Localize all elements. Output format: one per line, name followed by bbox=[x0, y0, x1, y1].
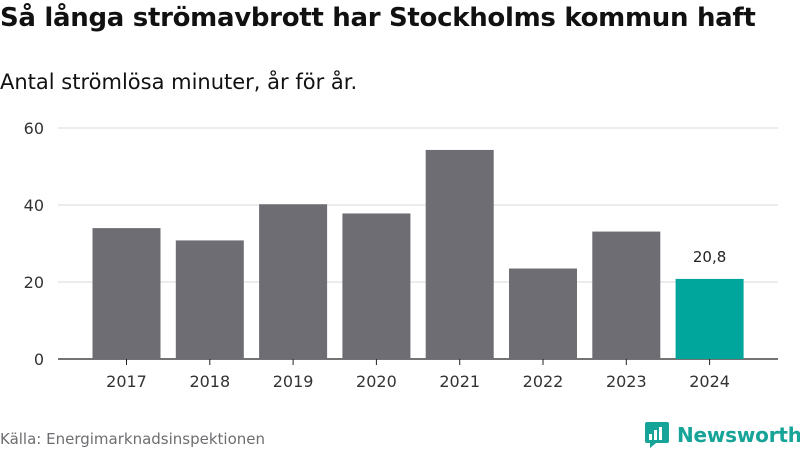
x-axis-ticks: 2017 2018 2019 2020 2021 2022 2023 2024 bbox=[106, 359, 730, 391]
bar-2021 bbox=[425, 149, 494, 359]
bar-2017 bbox=[92, 228, 161, 359]
bar-chart: 0 20 40 60 2017 2018 2019 2020 2021 2022 2023 2024… bbox=[24, 119, 778, 391]
x-tick-label: 2020 bbox=[356, 372, 397, 391]
x-tick-label: 2018 bbox=[189, 372, 230, 391]
gridlines bbox=[58, 127, 778, 360]
bar-2019 bbox=[259, 204, 328, 359]
bar-2024 bbox=[675, 278, 744, 359]
y-tick-label: 20 bbox=[24, 273, 44, 292]
y-axis-ticks: 0 20 40 60 bbox=[24, 119, 44, 369]
x-tick-label: 2021 bbox=[439, 372, 480, 391]
chart-title: Så långa strömavbrott har Stockholms kom… bbox=[0, 3, 756, 33]
bar-2018 bbox=[175, 240, 244, 359]
newsworthy-logo-icon bbox=[645, 422, 669, 448]
x-tick-label: 2024 bbox=[689, 372, 730, 391]
x-tick-label: 2022 bbox=[523, 372, 564, 391]
x-tick-label: 2017 bbox=[106, 372, 147, 391]
x-tick-label: 2023 bbox=[606, 372, 647, 391]
chart-subtitle: Antal strömlösa minuter, år för år. bbox=[0, 70, 358, 94]
brand-logo: Newsworthy bbox=[644, 420, 800, 450]
bars bbox=[92, 149, 744, 359]
x-tick-label: 2019 bbox=[273, 372, 314, 391]
data-labels: 20,8 bbox=[693, 248, 726, 266]
bar-2023 bbox=[592, 231, 661, 359]
y-tick-label: 60 bbox=[24, 119, 44, 138]
source-note: Källa: Energimarknadsinspektionen bbox=[0, 430, 266, 448]
bar-2022 bbox=[509, 268, 577, 359]
data-label: 20,8 bbox=[693, 248, 726, 266]
y-tick-label: 0 bbox=[34, 350, 44, 369]
y-tick-label: 40 bbox=[24, 196, 44, 215]
brand-name: Newsworthy bbox=[677, 423, 800, 447]
bar-2020 bbox=[342, 213, 411, 359]
